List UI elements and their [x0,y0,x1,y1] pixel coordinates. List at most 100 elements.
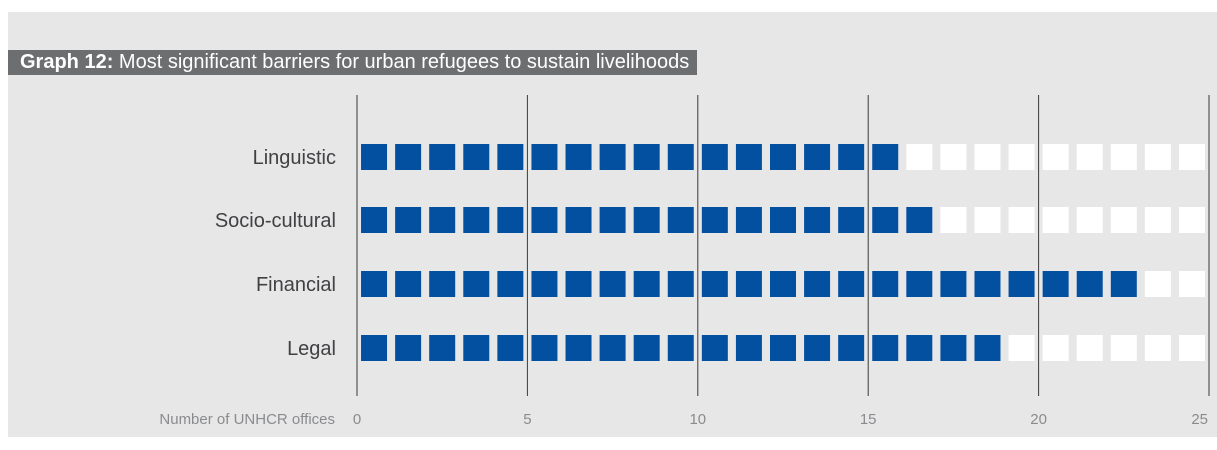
unit-square-filled [565,144,592,170]
unit-square-filled [804,144,831,170]
category-label-legal: Legal [287,338,336,360]
unit-square-filled [633,271,660,297]
unit-square-filled [1042,271,1069,297]
unit-square-filled [565,207,592,233]
unit-square-filled [872,271,899,297]
unit-square-filled [667,335,694,361]
unit-square-filled [838,335,865,361]
unit-square-filled [770,271,796,297]
x-tick-label-25: 25 [1191,411,1208,428]
unit-square-empty [1144,335,1171,361]
unit-square-filled [361,144,388,170]
unit-square-empty [1178,271,1205,297]
unit-squares [361,144,1205,361]
unit-square-filled [395,271,422,297]
unit-square-empty [1110,335,1137,361]
unit-square-empty [1144,207,1171,233]
unit-square-filled [633,207,660,233]
unit-square-empty [1178,207,1205,233]
unit-square-filled [906,207,933,233]
unit-square-filled [667,207,694,233]
x-tick-label-20: 20 [1030,411,1047,428]
category-label-linguistic: Linguistic [253,147,336,169]
x-tick-label-5: 5 [523,411,531,428]
unit-square-filled [429,335,456,361]
bar-row-linguistic [361,144,1205,170]
unit-square-empty [1008,335,1035,361]
unit-square-filled [633,335,660,361]
unit-square-filled [770,335,796,361]
x-tick-label-15: 15 [860,411,877,428]
x-tick-label-0: 0 [353,411,361,428]
unit-square-filled [1008,271,1035,297]
unit-square-filled [361,207,388,233]
unit-square-filled [940,271,967,297]
unit-square-empty [1008,207,1035,233]
unit-square-filled [531,144,558,170]
unit-square-empty [974,144,1001,170]
unit-square-empty [1076,207,1103,233]
chart-title-text: Most significant barriers for urban refu… [118,51,690,73]
unit-square-filled [940,335,967,361]
grid-lines [356,95,1210,396]
unit-square-filled [531,207,558,233]
unit-square-filled [497,271,524,297]
unit-square-filled [667,144,694,170]
unit-square-filled [804,207,831,233]
unit-square-filled [1076,271,1103,297]
unit-square-empty [1076,144,1103,170]
x-tick-labels: 0 5 10 15 20 25 [353,411,1208,428]
unit-square-filled [1110,271,1137,297]
unit-square-filled [395,207,422,233]
unit-square-filled [770,207,796,233]
unit-square-filled [395,144,422,170]
unit-square-filled [974,335,1001,361]
unit-square-filled [599,144,626,170]
unit-square-filled [531,271,558,297]
unit-square-empty [906,144,933,170]
unit-square-filled [735,271,762,297]
unit-square-filled [735,335,762,361]
unit-square-filled [804,271,831,297]
unit-square-filled [838,144,865,170]
chart-title-lead: Graph 12: [20,51,114,73]
unit-square-filled [701,207,728,233]
unit-square-filled [770,144,796,170]
unit-square-filled [667,271,694,297]
unit-square-filled [838,271,865,297]
unit-square-filled [463,271,490,297]
unit-square-filled [599,271,626,297]
unit-square-filled [361,271,388,297]
unit-square-filled [906,271,933,297]
unit-square-filled [497,207,524,233]
unit-square-empty [1178,335,1205,361]
x-tick-label-10: 10 [689,411,706,428]
unit-square-filled [872,207,899,233]
unit-square-empty [1042,335,1069,361]
category-label-financial: Financial [256,274,336,296]
unit-square-filled [701,144,728,170]
unit-square-filled [872,144,899,170]
unit-square-empty [1178,144,1205,170]
unit-square-empty [1110,144,1137,170]
unit-square-empty [1042,144,1069,170]
unit-square-filled [735,144,762,170]
unit-square-filled [701,271,728,297]
unit-square-filled [872,335,899,361]
unit-square-empty [1076,335,1103,361]
unit-square-filled [463,335,490,361]
unit-square-empty [1110,207,1137,233]
unit-square-filled [497,335,524,361]
unit-square-filled [463,207,490,233]
x-axis-label: Number of UNHCR offices [159,411,335,428]
unit-square-filled [395,335,422,361]
unit-square-filled [429,207,456,233]
unit-square-empty [1144,271,1171,297]
unit-square-filled [531,335,558,361]
unit-square-empty [940,144,967,170]
bar-row-socio-cultural [361,207,1205,233]
unit-square-filled [497,144,524,170]
unit-square-filled [735,207,762,233]
unit-square-filled [906,335,933,361]
unit-square-filled [599,335,626,361]
